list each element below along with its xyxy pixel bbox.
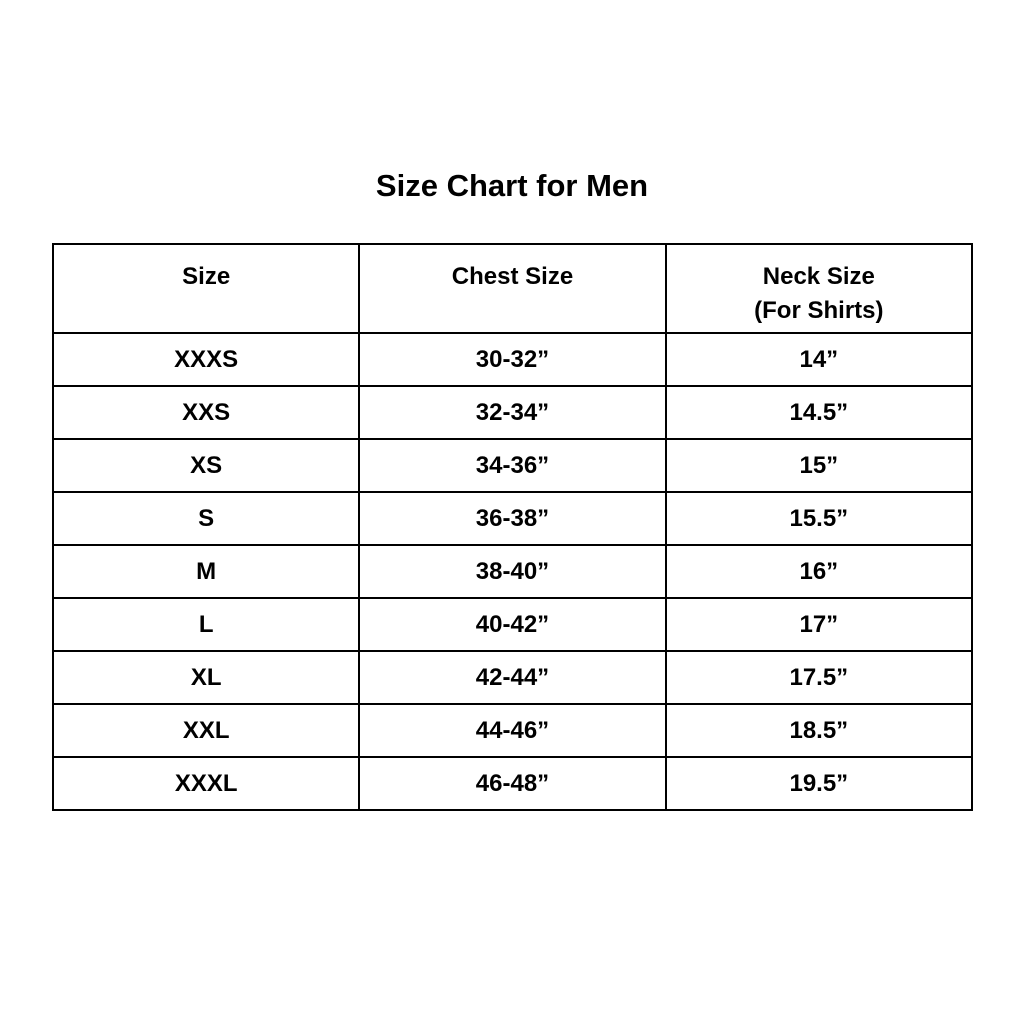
cell-chest-size: 32-34” — [358, 385, 667, 440]
table-row: L 40-42” 17” — [51, 597, 974, 652]
cell-neck-size: 14.5” — [664, 385, 974, 440]
cell-size: XXXL — [51, 756, 361, 811]
cell-chest-size: 30-32” — [358, 332, 667, 387]
cell-neck-size: 19.5” — [664, 756, 974, 811]
header-row: Size Chest Size Neck Size (For Shirts) — [51, 243, 974, 334]
cell-chest-size: 36-38” — [358, 491, 667, 546]
header-neck-size-note: (For Shirts) — [754, 297, 884, 324]
cell-size: M — [51, 544, 361, 599]
header-neck-size-label: Neck Size — [762, 263, 875, 290]
table-row: XXL 44-46” 18.5” — [51, 703, 974, 758]
page-title: Size Chart for Men — [375, 168, 649, 203]
cell-size: XL — [51, 650, 361, 705]
cell-neck-size: 16” — [664, 544, 974, 599]
cell-size: XXL — [51, 703, 361, 758]
table-row: XXS 32-34” 14.5” — [51, 385, 974, 440]
table-row: S 36-38” 15.5” — [51, 491, 974, 546]
cell-size: S — [51, 491, 361, 546]
header-chest-size: Chest Size — [358, 243, 667, 334]
cell-size: XXXS — [51, 332, 361, 387]
table-row: XXXL 46-48” 19.5” — [51, 756, 974, 811]
cell-size: XS — [51, 438, 361, 493]
cell-neck-size: 18.5” — [664, 703, 974, 758]
cell-size: L — [51, 597, 361, 652]
cell-size: XXS — [51, 385, 361, 440]
cell-chest-size: 46-48” — [358, 756, 667, 811]
cell-neck-size: 17.5” — [664, 650, 974, 705]
header-neck-size: Neck Size (For Shirts) — [664, 243, 974, 334]
size-chart-table: Size Chest Size Neck Size (For Shirts) XX… — [51, 243, 974, 811]
cell-chest-size: 40-42” — [358, 597, 667, 652]
cell-chest-size: 44-46” — [358, 703, 667, 758]
cell-neck-size: 15.5” — [664, 491, 974, 546]
table-row: M 38-40” 16” — [51, 544, 974, 599]
cell-chest-size: 38-40” — [358, 544, 667, 599]
header-size: Size — [51, 243, 361, 334]
cell-neck-size: 15” — [664, 438, 974, 493]
cell-neck-size: 14” — [664, 332, 974, 387]
table-row: XS 34-36” 15” — [51, 438, 974, 493]
cell-chest-size: 42-44” — [358, 650, 667, 705]
cell-neck-size: 17” — [664, 597, 974, 652]
table-row: XXXS 30-32” 14” — [51, 332, 974, 387]
cell-chest-size: 34-36” — [358, 438, 667, 493]
table-row: XL 42-44” 17.5” — [51, 650, 974, 705]
